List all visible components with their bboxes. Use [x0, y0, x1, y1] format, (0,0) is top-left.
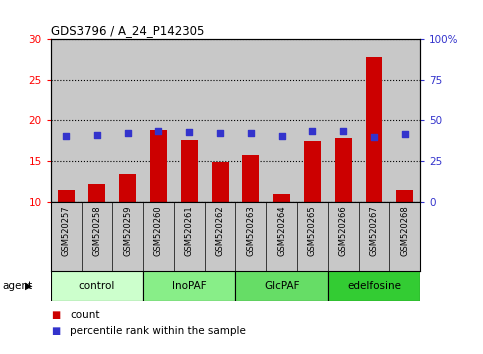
Bar	[328, 271, 420, 301]
Bar	[366, 57, 383, 202]
Point	[216, 130, 224, 135]
Point	[62, 133, 70, 139]
Point	[340, 128, 347, 134]
Text: InoPAF: InoPAF	[172, 281, 207, 291]
Bar	[119, 174, 136, 202]
Text: GSM520264: GSM520264	[277, 205, 286, 256]
Text: ▶: ▶	[25, 281, 33, 291]
Bar	[181, 140, 198, 202]
Text: GDS3796 / A_24_P142305: GDS3796 / A_24_P142305	[51, 24, 204, 37]
Point	[185, 129, 193, 135]
Point	[401, 131, 409, 137]
Text: ■: ■	[51, 326, 60, 336]
Bar	[57, 189, 74, 202]
Text: GSM520258: GSM520258	[92, 205, 101, 256]
Bar	[236, 271, 328, 301]
Text: GSM520259: GSM520259	[123, 205, 132, 256]
Point	[247, 131, 255, 136]
Text: percentile rank within the sample: percentile rank within the sample	[70, 326, 246, 336]
Point	[155, 128, 162, 134]
Bar	[335, 138, 352, 202]
Bar	[212, 162, 228, 202]
Bar	[51, 271, 143, 301]
Text: agent: agent	[2, 281, 32, 291]
Text: GSM520268: GSM520268	[400, 205, 409, 256]
Point	[278, 133, 285, 139]
Text: GSM520260: GSM520260	[154, 205, 163, 256]
Bar	[143, 271, 236, 301]
Point	[93, 132, 101, 138]
Text: GSM520262: GSM520262	[215, 205, 225, 256]
Bar	[304, 141, 321, 202]
Bar	[273, 194, 290, 202]
Text: ■: ■	[51, 310, 60, 320]
Point	[124, 131, 131, 136]
Text: GSM520265: GSM520265	[308, 205, 317, 256]
Text: GSM520266: GSM520266	[339, 205, 348, 256]
Text: edelfosine: edelfosine	[347, 281, 401, 291]
Bar	[88, 184, 105, 202]
Text: GlcPAF: GlcPAF	[264, 281, 299, 291]
Point	[370, 134, 378, 139]
Bar	[397, 190, 413, 202]
Bar	[242, 155, 259, 202]
Text: control: control	[79, 281, 115, 291]
Point	[309, 128, 316, 134]
Text: GSM520267: GSM520267	[369, 205, 379, 256]
Text: GSM520257: GSM520257	[62, 205, 71, 256]
Text: GSM520261: GSM520261	[185, 205, 194, 256]
Text: count: count	[70, 310, 99, 320]
Bar	[150, 130, 167, 202]
Text: GSM520263: GSM520263	[246, 205, 256, 256]
